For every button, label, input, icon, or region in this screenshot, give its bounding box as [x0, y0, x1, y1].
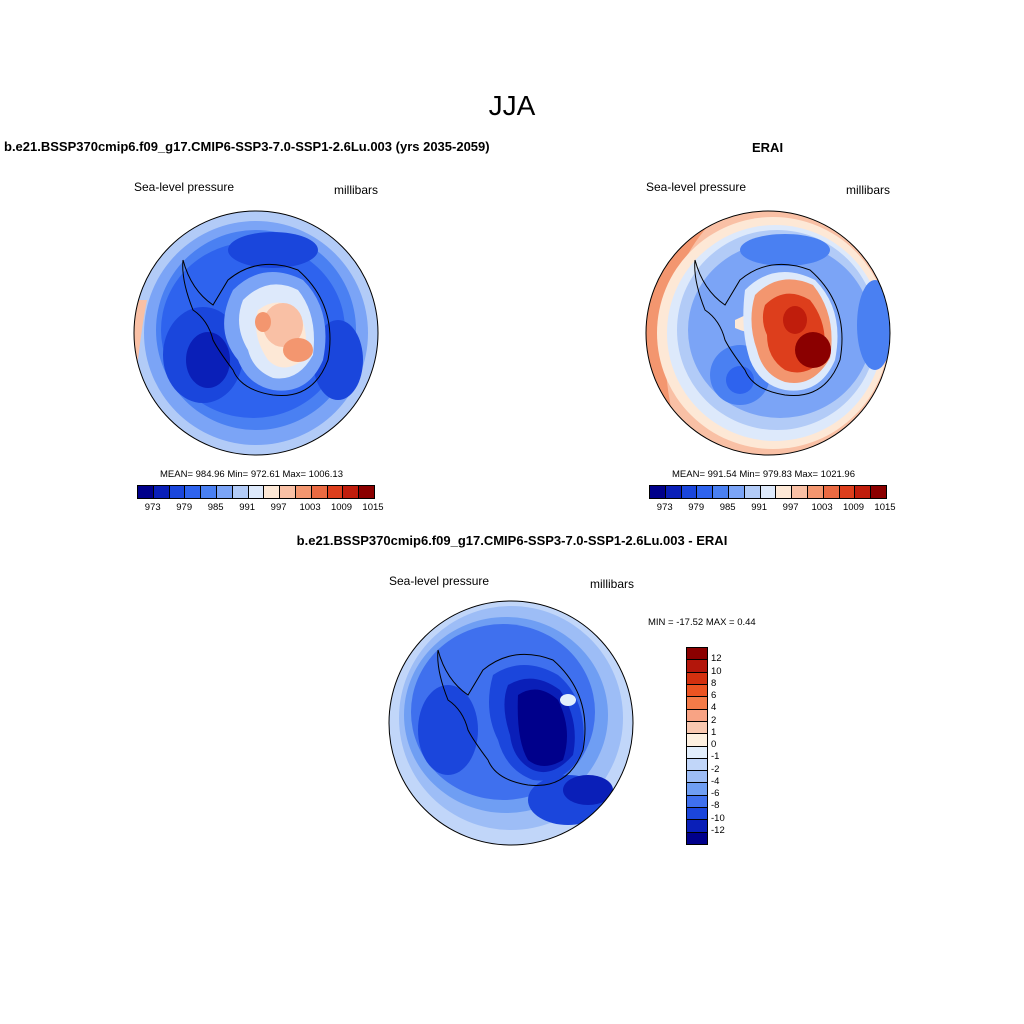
colorbar-swatch	[687, 648, 707, 661]
colorbar-tick-label: -2	[711, 763, 720, 775]
right-polar-map	[645, 210, 891, 456]
colorbar-tick-label: 0	[711, 739, 717, 750]
colorbar-tick-label: 985	[207, 502, 224, 513]
colorbar-swatch	[169, 486, 186, 498]
colorbar-tick-label: 1003	[299, 502, 321, 513]
colorbar-tick-label: 1015	[362, 502, 384, 513]
colorbar-swatch	[871, 486, 886, 498]
colorbar-swatch	[687, 660, 707, 673]
left-panel-title: b.e21.BSSP370cmip6.f09_g17.CMIP6-SSP3-7.…	[4, 139, 490, 154]
colorbar-swatch	[855, 486, 872, 498]
colorbar-swatch	[201, 486, 217, 498]
colorbar-swatch	[264, 486, 281, 498]
colorbar-tick-label: -12	[711, 824, 725, 836]
right-colorbar-ticks: 973 979 985 991 997 1003 1009 1015	[649, 502, 896, 514]
colorbar-tick-label: 985	[719, 502, 736, 513]
colorbar-tick-label: 1009	[330, 502, 353, 513]
colorbar-tick-label: 1	[711, 726, 717, 738]
colorbar-tick-label: 973	[144, 502, 161, 513]
colorbar-tick-label: -10	[711, 812, 725, 824]
colorbar-tick-label: 4	[711, 702, 717, 714]
colorbar-swatch	[697, 486, 714, 498]
colorbar-tick-label: 979	[688, 502, 705, 513]
colorbar-tick-label: -8	[711, 800, 720, 812]
left-polar-map	[133, 210, 379, 456]
colorbar-tick-label: 1009	[842, 502, 865, 513]
colorbar-swatch	[185, 486, 202, 498]
colorbar-tick-label: -6	[711, 788, 720, 799]
left-stats: MEAN= 984.96 Min= 972.61 Max= 1006.13	[160, 469, 343, 480]
colorbar-tick-label: 6	[711, 690, 717, 701]
colorbar-swatch	[760, 486, 777, 498]
bottom-stats: MIN = -17.52 MAX = 0.44	[648, 617, 756, 628]
colorbar-swatch	[280, 486, 296, 498]
colorbar-swatch	[687, 734, 707, 747]
colorbar-swatch	[681, 486, 698, 498]
left-units-label: millibars	[334, 183, 379, 197]
colorbar-swatch	[687, 808, 707, 821]
right-colorbar	[649, 485, 887, 499]
right-stats: MEAN= 991.54 Min= 979.83 Max= 1021.96	[672, 469, 855, 480]
colorbar-swatch	[232, 486, 249, 498]
right-panel-title: ERAI	[752, 140, 784, 155]
colorbar-swatch	[216, 486, 233, 498]
colorbar-swatch	[807, 486, 824, 498]
colorbar-swatch	[153, 486, 170, 498]
colorbar-tick-label: 2	[711, 714, 717, 726]
difference-colorbar	[686, 647, 708, 845]
left-colorbar	[137, 485, 375, 499]
colorbar-swatch	[687, 684, 707, 698]
colorbar-tick-label: 997	[782, 502, 799, 513]
left-variable-label: Sea-level pressure	[134, 180, 235, 194]
colorbar-tick-label: 979	[176, 502, 193, 513]
difference-polar-map	[388, 600, 634, 846]
colorbar-swatch	[687, 820, 707, 833]
right-variable-label: Sea-level pressure	[646, 180, 747, 194]
colorbar-tick-label: 12	[711, 653, 722, 665]
bottom-panel-title: b.e21.BSSP370cmip6.f09_g17.CMIP6-SSP3-7.…	[296, 533, 728, 548]
colorbar-swatch	[327, 486, 344, 498]
colorbar-swatch	[138, 486, 154, 498]
colorbar-swatch	[839, 486, 856, 498]
colorbar-swatch	[823, 486, 840, 498]
colorbar-swatch	[713, 486, 729, 498]
colorbar-tick-label: -4	[711, 775, 720, 787]
colorbar-swatch	[792, 486, 808, 498]
colorbar-swatch	[687, 672, 707, 685]
colorbar-tick-label: 8	[711, 677, 717, 689]
colorbar-tick-label: 1015	[874, 502, 896, 513]
colorbar-swatch	[744, 486, 761, 498]
colorbar-swatch	[687, 709, 707, 722]
colorbar-swatch	[687, 697, 707, 710]
colorbar-swatch	[687, 771, 707, 784]
colorbar-swatch	[687, 721, 707, 735]
colorbar-swatch	[687, 783, 707, 796]
colorbar-tick-label: -1	[711, 751, 720, 763]
colorbar-tick-label: 10	[711, 665, 722, 677]
colorbar-swatch	[687, 746, 707, 759]
colorbar-swatch	[295, 486, 312, 498]
colorbar-tick-label: 973	[656, 502, 673, 513]
bottom-variable-label: Sea-level pressure	[389, 574, 490, 588]
left-colorbar-ticks: 973 979 985 991 997 1003 1009 1015	[137, 502, 384, 514]
colorbar-tick-label: 997	[270, 502, 287, 513]
colorbar-swatch	[359, 486, 374, 498]
colorbar-swatch	[311, 486, 328, 498]
difference-colorbar-ticks: 12 10 8 6 4 2 1 0 -1 -2 -4 -6 -8 -10 -12	[711, 647, 751, 843]
colorbar-swatch	[687, 832, 707, 844]
bottom-units-label: millibars	[590, 577, 635, 591]
colorbar-swatch	[776, 486, 793, 498]
colorbar-swatch	[665, 486, 682, 498]
colorbar-tick-label: 1003	[811, 502, 833, 513]
colorbar-swatch	[343, 486, 360, 498]
colorbar-tick-label: 991	[239, 502, 256, 513]
colorbar-swatch	[687, 758, 707, 772]
colorbar-tick-label: 991	[751, 502, 768, 513]
colorbar-swatch	[728, 486, 745, 498]
colorbar-swatch	[650, 486, 666, 498]
colorbar-swatch	[687, 795, 707, 809]
right-units-label: millibars	[846, 183, 891, 197]
figure-title: JJA	[488, 90, 536, 121]
colorbar-swatch	[248, 486, 265, 498]
